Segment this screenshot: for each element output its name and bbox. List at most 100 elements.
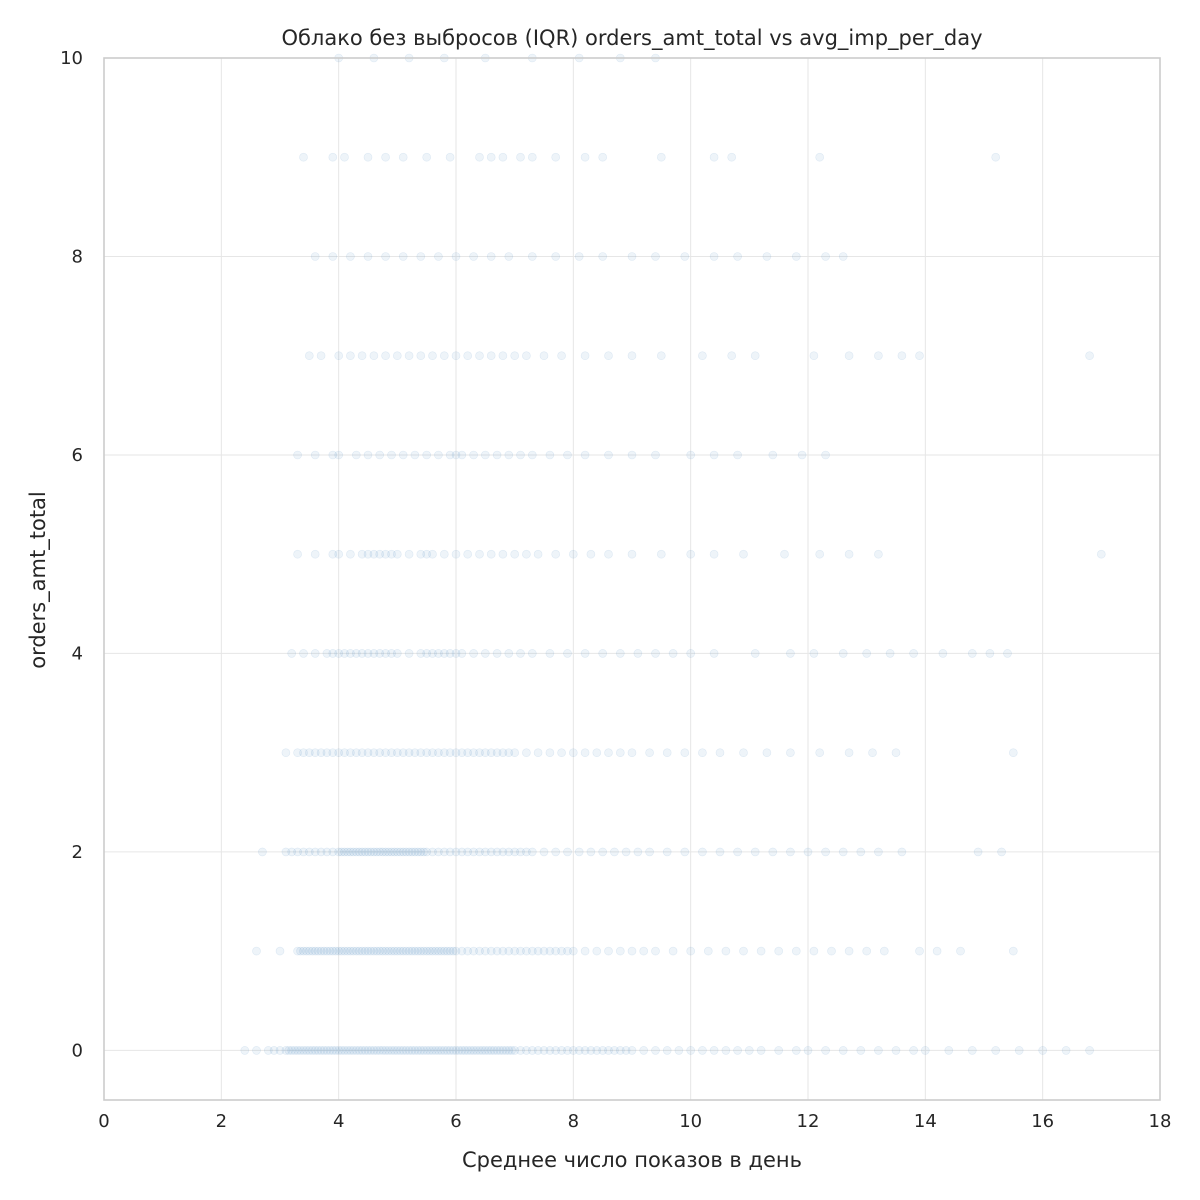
scatter-point — [680, 252, 690, 261]
scatter-point — [387, 1046, 396, 1055]
scatter-point — [290, 1046, 300, 1055]
scatter-point — [299, 748, 308, 758]
scatter-point — [340, 152, 349, 162]
scatter-point — [398, 946, 408, 956]
scatter-point — [337, 847, 346, 857]
scatter-point — [545, 649, 555, 658]
scatter-point — [1085, 1046, 1094, 1055]
x-tick-label: 8 — [568, 1111, 579, 1132]
scatter-point — [457, 649, 467, 658]
x-tick-label: 18 — [1149, 1111, 1172, 1132]
scatter-point — [604, 1046, 613, 1055]
scatter-point — [369, 549, 379, 559]
scatter-point — [557, 351, 566, 361]
scatter-point — [340, 649, 349, 658]
scatter-point — [392, 1046, 402, 1055]
scatter-point — [563, 1046, 572, 1055]
scatter-point — [492, 649, 502, 658]
scatter-point — [545, 450, 555, 460]
scatter-point — [480, 946, 490, 956]
scatter-point — [451, 1046, 461, 1055]
scatter-point — [392, 549, 402, 559]
scatter-point — [739, 946, 748, 956]
scatter-point — [416, 252, 426, 261]
scatter-point — [392, 351, 402, 361]
scatter-point — [1008, 946, 1018, 956]
scatter-point — [944, 1046, 954, 1055]
scatter-point — [434, 252, 443, 261]
scatter-point — [563, 946, 572, 956]
scatter-point — [328, 450, 338, 460]
scatter-point — [527, 1046, 537, 1055]
scatter-point — [739, 549, 748, 559]
scatter-point — [387, 748, 396, 758]
scatter-point — [527, 252, 537, 261]
scatter-point — [469, 649, 478, 658]
scatter-point — [451, 549, 461, 559]
scatter-point — [328, 1046, 338, 1055]
scatter-point — [475, 748, 484, 758]
scatter-point — [366, 1046, 376, 1055]
scatter-point — [551, 549, 561, 559]
scatter-point — [366, 847, 376, 857]
scatter-point — [372, 847, 382, 857]
y-axis-title: orders_amt_total — [26, 491, 51, 669]
scatter-point — [727, 351, 737, 361]
scatter-point — [786, 649, 795, 658]
scatter-point — [656, 549, 666, 559]
scatter-point — [533, 946, 543, 956]
scatter-point — [721, 946, 731, 956]
scatter-point — [422, 649, 432, 658]
scatter-point — [322, 649, 332, 658]
x-tick-label: 16 — [1031, 1111, 1054, 1132]
scatter-point — [398, 252, 408, 261]
scatter-point — [307, 946, 317, 956]
scatter-point — [325, 946, 335, 956]
scatter-point — [445, 946, 455, 956]
scatter-point — [381, 252, 390, 261]
scatter-point — [469, 252, 478, 261]
scatter-point — [398, 450, 408, 460]
scatter-point — [815, 549, 825, 559]
x-tick-label: 14 — [914, 1111, 937, 1132]
scatter-point — [522, 1046, 531, 1055]
scatter-point — [457, 748, 467, 758]
scatter-point — [1085, 351, 1094, 361]
scatter-point — [284, 1046, 294, 1055]
scatter-point — [498, 946, 508, 956]
scatter-point — [545, 1046, 555, 1055]
scatter-point — [439, 351, 449, 361]
scatter-point — [715, 748, 725, 758]
scatter-point — [310, 649, 320, 658]
scatter-point — [340, 946, 349, 956]
scatter-point — [486, 1046, 496, 1055]
scatter-point — [786, 847, 795, 857]
scatter-point — [897, 847, 907, 857]
scatter-point — [598, 847, 608, 857]
scatter-point — [698, 1046, 707, 1055]
scatter-point — [407, 847, 417, 857]
scatter-point — [457, 450, 467, 460]
scatter-point — [656, 351, 666, 361]
scatter-point — [334, 649, 344, 658]
scatter-point — [369, 748, 379, 758]
scatter-point — [384, 946, 393, 956]
scatter-point — [460, 1046, 470, 1055]
scatter-point — [422, 946, 432, 956]
scatter-point — [328, 152, 338, 162]
scatter-point — [821, 252, 830, 261]
scatter-point — [510, 847, 520, 857]
scatter-point — [639, 946, 649, 956]
scatter-point — [392, 748, 402, 758]
scatter-point — [563, 450, 572, 460]
scatter-point — [316, 351, 326, 361]
scatter-point — [304, 946, 314, 956]
scatter-point — [686, 946, 696, 956]
scatter-point — [410, 1046, 420, 1055]
scatter-point — [310, 1046, 320, 1055]
scatter-point — [454, 1046, 464, 1055]
scatter-point — [346, 847, 355, 857]
scatter-point — [510, 351, 520, 361]
scatter-point — [627, 1046, 637, 1055]
scatter-point — [874, 549, 883, 559]
